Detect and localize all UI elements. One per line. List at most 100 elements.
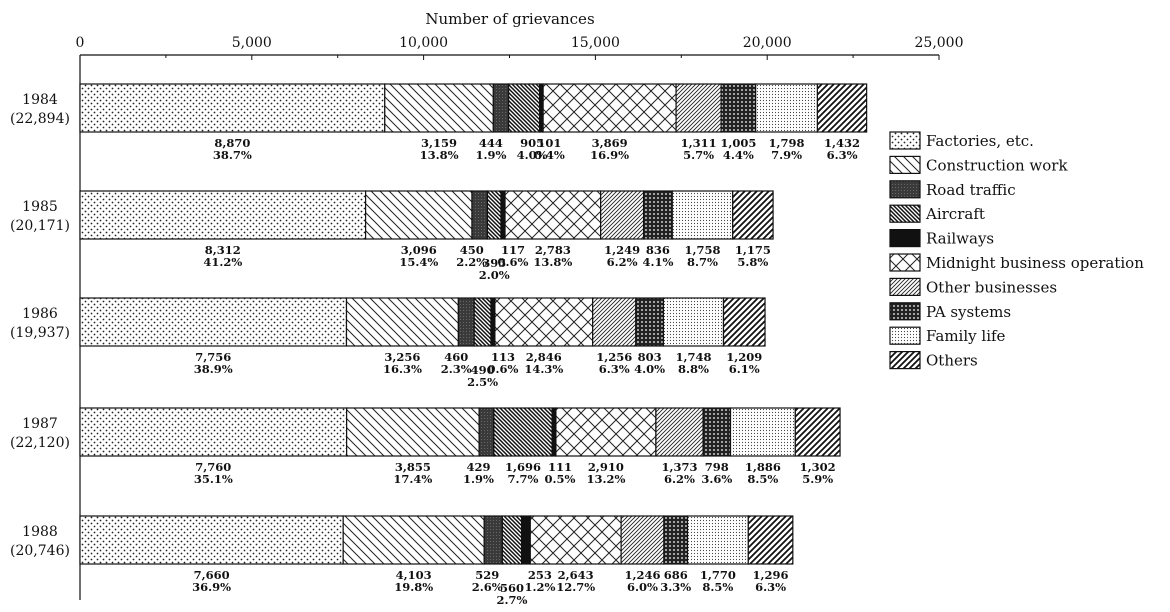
bar-segment [471,190,489,240]
bar-segment [816,83,868,133]
bar-segment [520,515,531,565]
value-label: 117 [501,243,525,257]
value-label: 803 [638,350,662,364]
value-label: 1,302 [800,460,836,474]
percent-label: 3.3% [660,580,691,594]
x-tick-label: 5,000 [232,35,272,51]
bar-segment [473,297,492,347]
percent-label: 8.5% [747,472,778,486]
percent-label: 19.8% [394,580,433,594]
value-label: 8,870 [214,136,250,150]
value-label: 395 [482,256,506,270]
percent-label: 6.2% [664,472,695,486]
bar-segment [342,515,485,565]
legend-swatch [889,155,921,174]
legend-label: Railways [926,230,994,248]
value-label: 1,311 [681,136,717,150]
percent-label: 12.7% [556,580,595,594]
percent-label: 8.5% [702,580,733,594]
percent-label: 41.2% [203,255,242,269]
percent-label: 6.1% [729,362,760,376]
legend-swatch [889,204,921,223]
value-label: 8,312 [205,243,241,257]
percent-label: 2.5% [467,375,498,389]
value-label: 111 [548,460,572,474]
bar-segment [501,515,523,565]
bar-segment [478,407,495,457]
bar-segment [655,407,704,457]
legend-label: Road traffic [926,181,1016,199]
value-label: 686 [664,568,688,582]
bar-segment [662,297,725,347]
value-label: 4,103 [396,568,432,582]
value-label: 1,758 [684,243,720,257]
value-label: 1,005 [720,136,756,150]
bar-segment [671,190,734,240]
legend-label: Other businesses [926,278,1057,296]
legend: Factories, etc. Construction work Road tra… [889,131,1144,370]
year-total-label: (19,937) [10,325,70,341]
value-label: 2,910 [588,460,624,474]
percent-label: 8.7% [687,255,718,269]
year-total-label: (22,120) [10,435,70,451]
percent-label: 13.8% [533,255,572,269]
bar-segment [686,515,749,565]
percent-label: 13.2% [586,472,625,486]
percent-label: 15.4% [399,255,438,269]
value-label: 3,096 [401,243,437,257]
percent-label: 17.4% [393,472,432,486]
percent-label: 6.3% [827,148,858,162]
percent-label: 35.1% [194,472,233,486]
value-label: 2,643 [558,568,594,582]
percent-label: 1.9% [463,472,494,486]
bar-segment [79,407,348,457]
x-tick-label: 10,000 [399,35,448,51]
percent-label: 14.3% [524,362,563,376]
bar-segment [732,190,774,240]
bar-segment [486,190,502,240]
percent-label: 4.0% [634,362,665,376]
percent-label: 6.3% [599,362,630,376]
value-label: 905 [520,136,544,150]
value-label: 113 [491,350,515,364]
percent-label: 4.0% [517,148,548,162]
value-label: 460 [444,350,468,364]
value-label: 1,748 [675,350,711,364]
legend-label: Aircraft [925,205,985,223]
bar-segment [346,407,480,457]
bar-segment [345,297,459,347]
percent-label: 0.6% [487,362,518,376]
percent-label: 2.6% [472,580,503,594]
value-label: 429 [466,460,490,474]
percent-label: 3.6% [701,472,732,486]
bar-segment [592,297,637,347]
year-label: 1987 [22,416,58,432]
year-label: 1985 [22,199,58,215]
value-label: 1,770 [700,568,736,582]
value-label: 1,886 [745,460,781,474]
bars [79,83,868,565]
bar-segment [500,190,506,240]
legend-label: Family life [926,327,1006,345]
legend-swatch [889,351,921,370]
value-label: 1,798 [769,136,805,150]
legend-label: PA systems [926,303,1011,321]
value-label: 490 [471,363,495,377]
value-label: 3,256 [384,350,420,364]
value-label: 529 [475,568,499,582]
legend-swatch [889,180,921,199]
value-label: 7,760 [195,460,231,474]
percent-label: 7.7% [508,472,539,486]
percent-label: 2.2% [456,255,487,269]
percent-label: 6.3% [755,580,786,594]
bar-segment [642,190,673,240]
bar-segment [555,407,657,457]
legend-label: Midnight business operation [926,254,1144,272]
value-label: 1,246 [624,568,660,582]
value-label: 1,175 [735,243,771,257]
legend-label: Others [926,352,978,370]
value-label: 1,249 [604,243,640,257]
bar-segment [507,83,541,133]
bar-segment [483,515,503,565]
